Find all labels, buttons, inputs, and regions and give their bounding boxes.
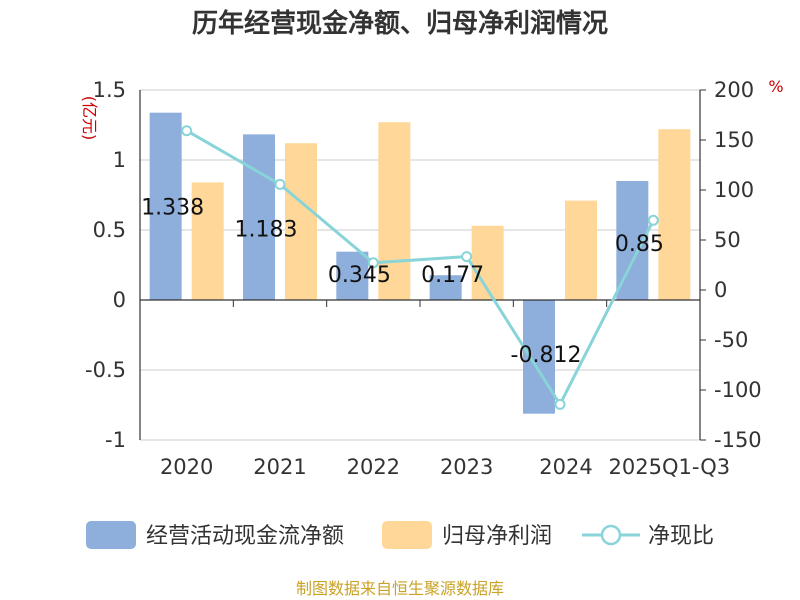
right-tick-label: -150 [714, 428, 762, 452]
ratio-point [367, 257, 379, 269]
category-label: 2024 [539, 455, 592, 479]
ratio-point [274, 178, 286, 190]
bar [191, 182, 224, 300]
bar [243, 134, 275, 300]
bar [565, 200, 597, 300]
left-tick-label: 0 [113, 288, 126, 312]
bar-data-label: 1.338 [141, 196, 204, 221]
bar [658, 129, 691, 300]
data-labels: 1.338 1.183 0.345 0.177 -0.812 0.85 [141, 196, 664, 368]
right-tick-label: 200 [714, 78, 754, 102]
ratio-point [461, 251, 473, 263]
ratio-point [647, 214, 659, 226]
category-label: 2020 [160, 455, 213, 479]
right-axis-unit: % [768, 77, 783, 96]
bars [149, 112, 691, 414]
ratio-line [181, 125, 659, 410]
bar-data-label: 0.85 [615, 232, 664, 257]
left-tick-label: -0.5 [85, 358, 126, 382]
left-tick-label: -1 [105, 428, 126, 452]
bar [336, 251, 369, 300]
ratio-line-path [185, 129, 655, 408]
right-tick-label: -50 [714, 328, 748, 352]
right-tick-label: -100 [714, 378, 762, 402]
category-label: 2021 [253, 455, 306, 479]
chart-title: 历年经营现金净额、归母净利润情况 [192, 8, 608, 39]
bar [285, 143, 317, 300]
ratio-point [554, 398, 566, 410]
bar [378, 122, 411, 300]
legend-label-ratio: 净现比 [648, 524, 714, 549]
category-label: 2025Q1-Q3 [609, 455, 731, 479]
right-tick-label: 100 [714, 178, 754, 202]
ratio-point [181, 125, 193, 137]
bar-data-label: 0.345 [328, 263, 391, 288]
bar [429, 275, 462, 300]
axes: -1 -0.5 0 0.5 1 1.5 -150 -100 -50 0 50 100 150 200 202… [85, 78, 762, 479]
source-note: 制图数据来自恒生聚源数据库 [296, 579, 504, 598]
left-tick-label: 0.5 [93, 218, 126, 242]
bar [149, 112, 182, 301]
gridlines [140, 89, 700, 441]
legend-swatch-cashflow [86, 521, 136, 549]
bar-data-label: 1.183 [235, 217, 298, 242]
left-axis-unit: (亿元) [80, 96, 99, 141]
legend: 经营活动现金流净额 归母净利润 净现比 [86, 521, 714, 549]
legend-label-profit: 归母净利润 [442, 524, 552, 549]
right-tick-label: 150 [714, 128, 754, 152]
legend-swatch-profit [382, 521, 432, 549]
right-tick-label: 0 [714, 278, 727, 302]
bar-data-label: 0.177 [421, 263, 484, 288]
category-label: 2023 [440, 455, 493, 479]
category-label: 2022 [347, 455, 400, 479]
legend-marker-ratio [600, 524, 622, 546]
bar-data-label: -0.812 [511, 343, 582, 368]
right-tick-label: 50 [714, 228, 741, 252]
legend-label-cashflow: 经营活动现金流净额 [146, 524, 344, 549]
left-tick-label: 1.5 [93, 78, 126, 102]
left-tick-label: 1 [113, 148, 126, 172]
